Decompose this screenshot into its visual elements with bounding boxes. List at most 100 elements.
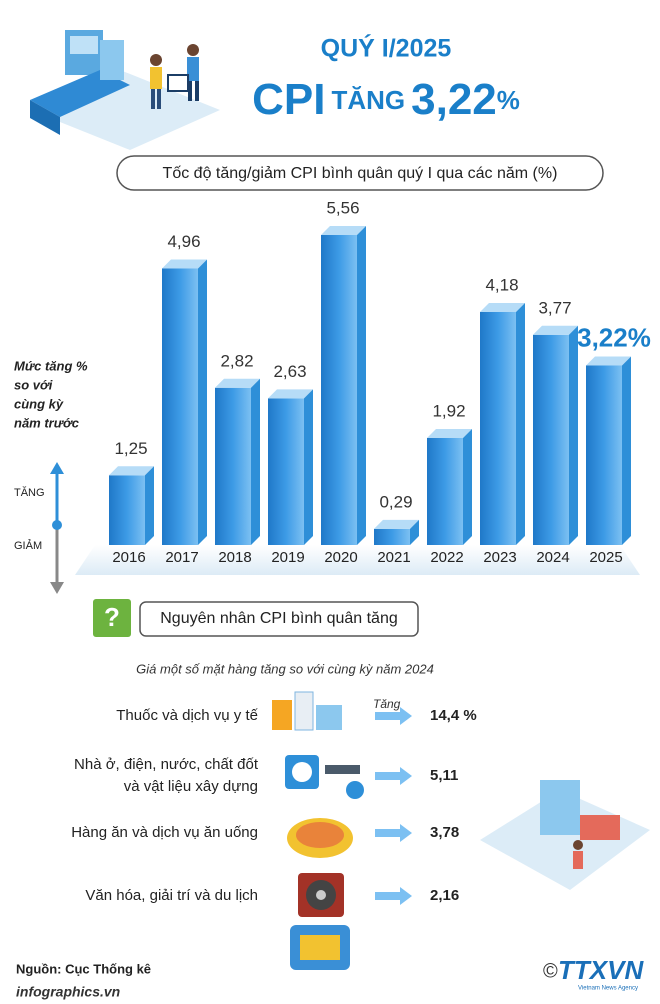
item-label: Nhà ở, điện, nước, chất đốt — [74, 756, 259, 773]
bar-side — [516, 302, 525, 545]
question-icon — [93, 599, 131, 637]
headline-main: CPI — [252, 75, 325, 124]
shop-illustration — [30, 30, 220, 150]
question-mark: ? — [104, 602, 120, 632]
bar-side — [357, 226, 366, 545]
item-label: Thuốc và dịch vụ y tế — [116, 707, 258, 724]
down-label: GIẢM — [14, 539, 42, 552]
bar-front — [480, 311, 516, 545]
x-tick-label: 2017 — [165, 549, 198, 566]
x-tick-label: 2025 — [589, 549, 622, 566]
up-label: TĂNG — [14, 486, 45, 499]
x-tick-label: 2021 — [377, 549, 410, 566]
bar-front — [374, 528, 410, 545]
bar-side — [622, 356, 631, 545]
item-label: Văn hóa, giải trí và du lịch — [85, 887, 258, 904]
item-value: 5,11 — [430, 767, 458, 784]
causes-subtitle: Giá một số mặt hàng tăng so với cùng kỳ … — [136, 661, 434, 676]
x-tick-label: 2016 — [112, 549, 145, 566]
bar — [321, 226, 366, 545]
bar-front — [109, 475, 145, 545]
value-label: 2,63 — [273, 362, 306, 381]
bar-top — [215, 378, 260, 388]
bar-side — [145, 466, 154, 545]
y-label-line: so với — [14, 377, 53, 392]
item-value: 2,16 — [430, 887, 459, 904]
value-label: 4,18 — [485, 275, 518, 294]
item-value: 14,4 % — [430, 707, 477, 724]
bar-side — [304, 389, 313, 545]
bar — [586, 356, 631, 545]
x-tick-label: 2022 — [430, 549, 463, 566]
item-value: 3,78 — [430, 824, 459, 841]
value-label: 3,22% — [577, 322, 651, 352]
bar-front — [321, 235, 357, 545]
site: infographics.vn — [16, 984, 120, 1000]
item-label: Hàng ăn và dịch vụ ăn uống — [71, 824, 258, 841]
source: Nguồn: Cục Thống kê — [16, 961, 151, 976]
bar-top — [480, 302, 525, 312]
value-label: 4,96 — [167, 232, 200, 251]
x-tick-label: 2019 — [271, 549, 304, 566]
bar — [215, 378, 260, 545]
bar-side — [251, 378, 260, 545]
bar-front — [427, 437, 463, 545]
bar-side — [198, 259, 207, 545]
bar-front — [215, 387, 251, 545]
bar — [480, 302, 525, 545]
y-label-line: cùng kỳ — [14, 396, 64, 411]
value-label: 2,82 — [220, 351, 253, 370]
bar — [268, 389, 313, 545]
item-label: và vật liệu xây dựng — [124, 778, 258, 795]
market-illustration — [480, 780, 650, 890]
bar-top — [427, 428, 472, 438]
bar-front — [162, 268, 198, 545]
bar — [162, 259, 207, 545]
bar — [427, 428, 472, 545]
item-arrow — [375, 707, 412, 725]
chart-title: Tốc độ tăng/giảm CPI bình quân quý I qua… — [163, 165, 558, 182]
value-label: 1,92 — [432, 401, 465, 420]
x-tick-label: 2023 — [483, 549, 516, 566]
arrow-note: Tăng — [373, 697, 401, 711]
value-label: 1,25 — [114, 439, 147, 458]
agency-sub: Vietnam News Agency — [578, 986, 638, 992]
bar-top — [586, 356, 631, 366]
chart-title-box — [116, 155, 604, 191]
axis-dot — [52, 520, 62, 530]
headline-verb: TĂNG — [331, 85, 405, 115]
bar — [109, 466, 154, 545]
bar — [374, 519, 419, 545]
item-arrow — [375, 824, 412, 842]
bar — [533, 325, 578, 545]
copyright: © — [543, 960, 558, 982]
item-arrow — [375, 767, 412, 785]
y-label: Mức tăng % so với cùng kỳ năm trước — [14, 358, 88, 430]
y-label-line: năm trước — [14, 415, 80, 430]
down-arrow-head — [50, 582, 64, 594]
headline-unit: % — [497, 85, 520, 115]
x-tick-label: 2020 — [324, 549, 357, 566]
y-label-line: Mức tăng % — [14, 358, 88, 373]
value-label: 0,29 — [379, 492, 412, 511]
up-arrow-head — [50, 462, 64, 474]
causes-title: Nguyên nhân CPI bình quân tăng — [160, 610, 398, 627]
bar-top — [162, 259, 207, 269]
period: QUÝ I/2025 — [321, 33, 452, 63]
bars: 2016 1,25 2017 4,96 2018 2,82 2019 2,63 2020 5,56… — [109, 198, 651, 566]
bar-top — [268, 389, 313, 399]
bar-side — [410, 519, 419, 545]
x-tick-label: 2018 — [218, 549, 251, 566]
bar-front — [533, 334, 569, 545]
item-icons — [272, 691, 364, 970]
value-label: 3,77 — [538, 298, 571, 317]
bar-front — [268, 398, 304, 545]
bar-top — [109, 466, 154, 476]
headline: CPI TĂNG 3,22% — [252, 75, 520, 124]
bar-side — [569, 325, 578, 545]
bar-top — [374, 519, 419, 529]
bar-side — [463, 428, 472, 545]
chart-floor — [75, 545, 640, 575]
headline-value: 3,22 — [411, 75, 497, 124]
